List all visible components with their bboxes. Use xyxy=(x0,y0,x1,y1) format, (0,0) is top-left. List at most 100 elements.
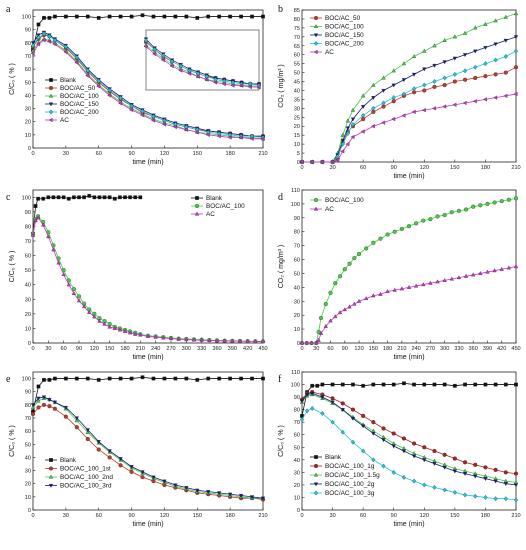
panel-e-point-blank xyxy=(64,376,68,381)
panel-c-ytick-label: 100 xyxy=(22,195,31,201)
panel-a-inset-point-ac xyxy=(169,63,174,69)
panel-c-xtick-label: 180 xyxy=(120,346,129,352)
panel-d-legend-label: AC xyxy=(325,206,334,213)
panel-a-point-ac xyxy=(140,113,145,118)
panel-f-point-boc-ac-100-2g xyxy=(381,438,386,443)
panel-e-point-blank xyxy=(107,376,112,381)
panel-e-point-boc-ac-100-3rd xyxy=(162,479,167,484)
panel-b-point-ac xyxy=(345,141,350,147)
panel-a-inset-point-ac xyxy=(187,71,191,76)
panel-b-point-boc-ac-200 xyxy=(452,71,457,77)
panel-b-point-ac xyxy=(442,104,447,109)
panel-b-point-boc-ac-200 xyxy=(483,61,488,67)
panel-b-point-ac xyxy=(432,106,436,111)
panel-e-point-boc-ac-100-3rd xyxy=(151,475,156,480)
panel-f-point-boc-ac-100-1g xyxy=(483,465,488,470)
panel-c-ytick-label: 0 xyxy=(28,341,31,347)
panel-e-point-blank xyxy=(47,378,52,382)
panel-f-ytick-label: 80 xyxy=(294,408,300,414)
panel-b-point-ac xyxy=(340,149,345,154)
panel-b-point-boc-ac-150 xyxy=(345,126,350,131)
panel-c-point-blank xyxy=(128,195,132,200)
panel-f-point-boc-ac-100-2g xyxy=(473,474,478,479)
panel-d-xtick-label: 390 xyxy=(483,346,492,352)
panel-b-xtick-label: 60 xyxy=(360,165,366,171)
panel-d: d0 30 60 90 120 150 180 210 240 270 300 330 360 390 42… xyxy=(278,188,521,361)
panel-b-point-boc-ac-100 xyxy=(473,25,478,30)
panel-e-legend-label: BOC/AC_100_2nd xyxy=(60,474,113,481)
panel-c-point-ac xyxy=(184,337,189,342)
panel-a-letter: a xyxy=(6,4,11,15)
panel-a-point-blank xyxy=(173,14,178,19)
panel-a-ytick-label: 0 xyxy=(28,146,31,152)
panel-c-point-ac xyxy=(138,332,143,337)
panel-c-point-ac xyxy=(145,334,151,338)
panel-a-legend-marker xyxy=(48,109,54,115)
panel-b-point-boc-ac-150 xyxy=(503,38,508,43)
panel-b-point-boc-ac-100 xyxy=(371,82,376,87)
panel-c-point-ac xyxy=(102,321,107,326)
panel-b-point-boc-ac-50 xyxy=(442,83,447,88)
panel-f-point-blank xyxy=(432,382,437,387)
panel-a-point-ac xyxy=(227,135,232,140)
panel-b-ytick-label: 70 xyxy=(294,35,300,41)
panel-f-legend-marker xyxy=(313,490,319,496)
panel-d-point-boc-ac-100 xyxy=(337,274,343,279)
panel-d-point-boc-ac-100 xyxy=(442,212,447,218)
panel-c-point-boc-ac-100 xyxy=(71,287,76,292)
panel-b-ytick-label: 5 xyxy=(297,151,300,157)
panel-f-point-blank xyxy=(412,382,416,387)
panel-e-legend-marker xyxy=(48,466,54,471)
panel-a-point-blank xyxy=(64,14,68,19)
panel-f-point-boc-ac-100-3g xyxy=(473,493,478,499)
panel-d-xtick-label: 420 xyxy=(497,346,506,352)
panel-b-point-boc-ac-100 xyxy=(452,34,457,39)
panel-f-point-boc-ac-100-3g xyxy=(299,417,305,423)
panel-a-point-blank xyxy=(47,16,52,20)
panel-d-point-ac xyxy=(347,304,352,309)
panel-b-point-boc-ac-100 xyxy=(432,43,437,48)
panel-f-legend-marker xyxy=(314,455,318,459)
panel-b-point-boc-ac-150 xyxy=(422,67,427,72)
panel-e-point-boc-ac-100-3rd xyxy=(118,457,123,462)
panel-a-ytick-label: 80 xyxy=(25,41,31,47)
panel-b-point-ac xyxy=(411,109,416,115)
panel-c-point-ac xyxy=(176,336,181,341)
panel-d-point-boc-ac-100 xyxy=(428,217,433,222)
panel-d-point-boc-ac-100 xyxy=(347,261,352,266)
panel-f-point-blank xyxy=(315,383,320,388)
panel-b-legend-marker xyxy=(313,24,319,29)
panel-d-xtick-label: 300 xyxy=(440,346,449,352)
panel-d-point-ac xyxy=(485,269,490,274)
panel-b-letter: b xyxy=(278,4,283,15)
panel-c-xtick-label: 300 xyxy=(182,346,191,352)
panel-c-point-blank xyxy=(61,195,66,200)
panel-b-point-boc-ac-100 xyxy=(361,93,366,98)
panel-e-point-boc-ac-100-1st xyxy=(30,412,36,417)
panel-a-point-blank xyxy=(140,13,145,18)
panel-b-point-boc-ac-50 xyxy=(513,65,519,70)
panel-c-point-ac xyxy=(237,338,243,343)
panel-b-ytick-label: 10 xyxy=(294,142,300,148)
panel-a-ytick-label: 30 xyxy=(25,107,31,113)
panel-a-inset-point-ac xyxy=(256,84,261,90)
panel-d-point-ac xyxy=(318,330,324,335)
panel-e-point-blank xyxy=(184,376,189,381)
panel-d-point-ac xyxy=(337,310,343,314)
panel-d-point-boc-ac-100 xyxy=(371,240,376,245)
panel-c-legend-marker xyxy=(195,196,199,200)
panel-e-point-blank xyxy=(250,376,254,381)
panel-f-xlabel: time (min) xyxy=(393,521,424,528)
panel-c-point-ac xyxy=(191,337,197,342)
panel-f-legend-marker xyxy=(313,482,319,487)
panel-a-ytick-label: 90 xyxy=(25,28,31,34)
panel-e-point-blank xyxy=(162,376,167,381)
panel-e-legend-marker xyxy=(48,483,54,488)
panel-f: f 0 30 60 90 120 150 180 210 0 10 20 30 40 50 60 70 80 90 1… xyxy=(278,370,521,528)
panel-d-point-ac xyxy=(378,291,383,296)
panel-e-point-blank xyxy=(206,376,211,381)
panel-f-point-boc-ac-100-1g xyxy=(401,436,406,441)
panel-f-point-blank xyxy=(361,383,365,388)
